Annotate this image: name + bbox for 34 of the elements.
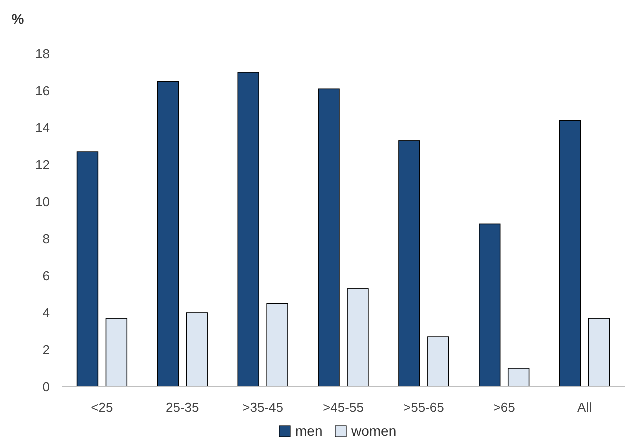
bar — [186, 312, 208, 388]
bar — [428, 336, 450, 388]
x-tick-label: <25 — [91, 400, 114, 415]
y-axis-title: % — [12, 11, 25, 27]
legend-label: women — [350, 423, 397, 439]
x-tick-label: All — [578, 400, 592, 415]
x-tick-label: >65 — [493, 400, 516, 415]
bar — [106, 318, 128, 388]
y-tick-label: 16 — [36, 84, 50, 99]
y-tick-label: 4 — [42, 306, 50, 321]
y-tick-label: 2 — [42, 342, 50, 358]
bar — [508, 368, 530, 388]
bar — [559, 120, 582, 388]
bar — [479, 224, 501, 388]
bar — [76, 152, 99, 388]
bar — [588, 318, 610, 388]
x-tick-label: >55-65 — [404, 400, 444, 415]
y-tick-label: 18 — [36, 46, 50, 62]
x-tick-label: 25-35 — [166, 400, 200, 415]
bar — [238, 72, 260, 388]
bar — [398, 140, 420, 388]
y-tick-label: 14 — [36, 120, 50, 136]
bar — [318, 88, 340, 388]
y-tick-label: 0 — [42, 380, 50, 395]
y-tick-label: 10 — [36, 194, 50, 210]
x-tick-label: >35-45 — [242, 400, 284, 415]
legend-label: men — [296, 423, 323, 439]
y-tick-label: 12 — [36, 158, 50, 173]
y-tick-label: 6 — [42, 268, 50, 284]
y-tick-label: 8 — [42, 232, 50, 247]
bar — [157, 81, 180, 388]
x-tick-label: >45-55 — [323, 400, 364, 415]
bar — [347, 288, 369, 388]
bar — [266, 303, 288, 388]
